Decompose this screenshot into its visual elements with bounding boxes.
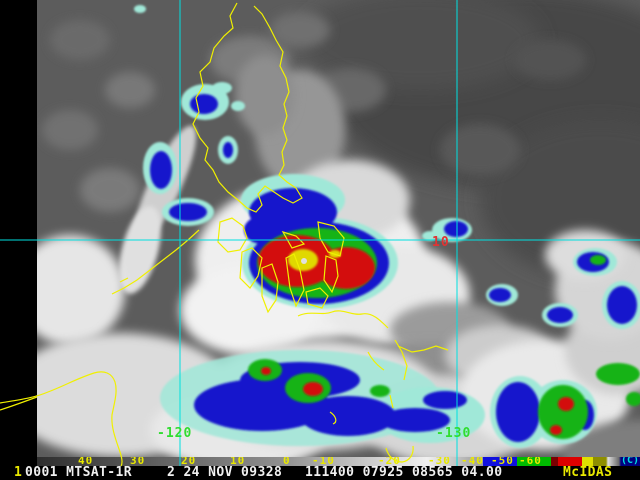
enhancement-colorbar: 40 30 20 10 0 -10 -20 -30 -40 -50 -60 (C… [37, 454, 640, 467]
cloud-imagery-layer [37, 0, 640, 457]
latlon-grid [0, 0, 640, 466]
coastline-overlay [0, 2, 449, 467]
colorbar-tick: -60 [519, 454, 542, 467]
colorbar-tick: 20 [181, 454, 197, 467]
frame-number: 1 [14, 465, 23, 480]
colorbar-tick: -10 [312, 454, 335, 467]
status-bar: 1 0001 MTSAT-1R 2 24 NOV 09328 111400 07… [0, 466, 640, 480]
image-time-coords: 111400 07925 08565 04.00 [305, 465, 503, 480]
copyright-label: (C) [621, 455, 640, 466]
enhancement-layer [134, 5, 640, 448]
colorbar-tick: -40 [461, 454, 484, 467]
brand-label: McIDAS [563, 465, 613, 480]
image-id: 0001 MTSAT-1R [25, 465, 132, 480]
longitude-label-130: -130 [436, 426, 472, 441]
colorbar-tick: 0 [283, 454, 291, 467]
image-date: 2 24 NOV 09328 [167, 465, 283, 480]
colorbar-tick: -30 [428, 454, 451, 467]
colorbar-tick: 10 [230, 454, 246, 467]
colorbar-tick: 30 [130, 454, 146, 467]
storm-core [288, 249, 341, 271]
colorbar-tick: -50 [491, 454, 514, 467]
latitude-label-10: 10 [432, 235, 450, 250]
longitude-label-120: -120 [157, 426, 193, 441]
